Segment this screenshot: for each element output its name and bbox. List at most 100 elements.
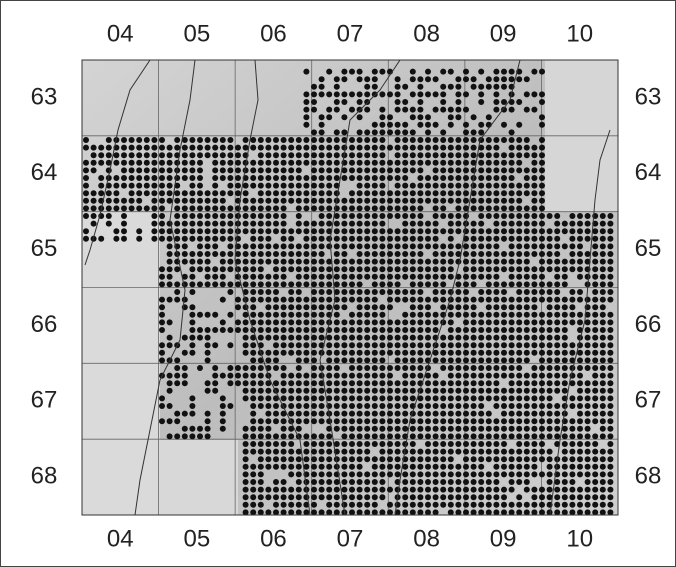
dot	[395, 441, 401, 447]
dot	[349, 69, 355, 75]
dot	[319, 76, 325, 82]
dot	[243, 380, 249, 386]
dot	[341, 418, 347, 424]
dot	[395, 91, 401, 97]
dot	[486, 281, 492, 287]
dot	[334, 304, 340, 310]
dot	[493, 441, 499, 447]
dot	[273, 289, 279, 295]
dot	[296, 487, 302, 493]
dot	[311, 411, 317, 417]
dot	[592, 449, 598, 455]
dot	[455, 388, 461, 394]
dot	[509, 403, 515, 409]
dot	[319, 266, 325, 272]
dot	[463, 297, 469, 303]
dot	[417, 145, 423, 151]
dot	[265, 494, 271, 500]
dot	[281, 380, 287, 386]
dot	[243, 205, 249, 211]
dot	[509, 76, 515, 82]
dot	[448, 403, 454, 409]
dot	[250, 274, 256, 280]
dot	[539, 456, 545, 462]
dot	[547, 388, 553, 394]
dot	[235, 183, 241, 189]
dot	[395, 365, 401, 371]
dot	[440, 99, 446, 105]
dot	[319, 236, 325, 242]
column-label: 05	[184, 20, 211, 47]
dot	[311, 236, 317, 242]
dot	[402, 312, 408, 318]
dot	[205, 388, 211, 394]
dot	[417, 259, 423, 265]
dot	[562, 471, 568, 477]
dot	[379, 69, 385, 75]
dot	[501, 395, 507, 401]
dot	[303, 274, 309, 280]
dot	[471, 456, 477, 462]
dot	[569, 418, 575, 424]
dot	[577, 297, 583, 303]
dot	[395, 236, 401, 242]
dot	[478, 441, 484, 447]
dot	[98, 190, 104, 196]
dot	[402, 289, 408, 295]
dot	[592, 335, 598, 341]
dot	[311, 418, 317, 424]
dot	[106, 137, 112, 143]
dot	[501, 357, 507, 363]
dot	[554, 433, 560, 439]
dot	[334, 365, 340, 371]
dot	[379, 335, 385, 341]
dot	[607, 274, 613, 280]
dot	[471, 152, 477, 158]
dot	[91, 190, 97, 196]
dot	[296, 167, 302, 173]
dot	[600, 487, 606, 493]
dot	[501, 190, 507, 196]
dot	[250, 502, 256, 508]
dot	[326, 418, 332, 424]
dot	[258, 418, 264, 424]
dot	[296, 388, 302, 394]
dot	[448, 274, 454, 280]
dot	[212, 160, 218, 166]
dot	[212, 137, 218, 143]
dot	[425, 122, 431, 128]
dot	[607, 464, 613, 470]
dot	[547, 411, 553, 417]
dot	[486, 274, 492, 280]
dot	[357, 167, 363, 173]
dot	[425, 137, 431, 143]
dot	[478, 84, 484, 90]
dot	[395, 213, 401, 219]
dot	[303, 281, 309, 287]
dot	[395, 403, 401, 409]
dot	[341, 479, 347, 485]
dot	[372, 137, 378, 143]
dot	[357, 266, 363, 272]
dot	[493, 395, 499, 401]
dot	[182, 160, 188, 166]
dot	[250, 289, 256, 295]
dot	[433, 426, 439, 432]
dot	[159, 221, 165, 227]
dot	[364, 487, 370, 493]
dot	[372, 183, 378, 189]
dot	[159, 395, 165, 401]
dot	[220, 137, 226, 143]
dot	[258, 494, 264, 500]
dot	[531, 388, 537, 394]
dot	[425, 456, 431, 462]
dot	[357, 297, 363, 303]
dot	[554, 228, 560, 234]
dot	[311, 107, 317, 113]
dot	[486, 350, 492, 356]
dot	[167, 281, 173, 287]
dot	[212, 380, 218, 386]
dot	[531, 160, 537, 166]
dot	[417, 281, 423, 287]
dot	[493, 312, 499, 318]
